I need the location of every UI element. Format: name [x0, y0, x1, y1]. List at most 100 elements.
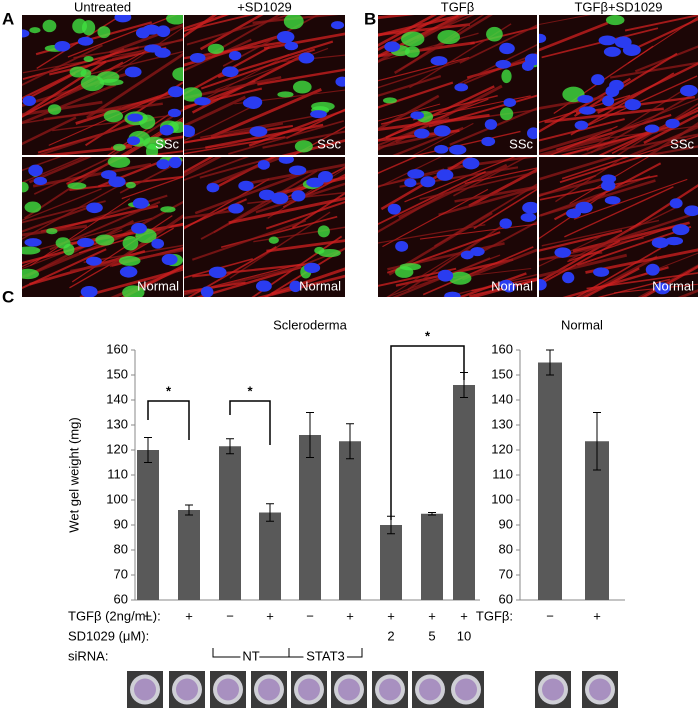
nucleus — [22, 29, 30, 38]
nucleus — [144, 44, 162, 53]
fiber — [378, 267, 457, 287]
nucleus — [624, 99, 641, 111]
fiber — [252, 15, 340, 24]
fiber — [184, 31, 290, 67]
y-tick-label: 80 — [114, 541, 128, 556]
bar — [538, 362, 562, 600]
fiber — [469, 278, 537, 297]
image-label: SSc — [670, 136, 694, 151]
fiber — [386, 239, 481, 297]
nucleus — [289, 280, 302, 293]
fiber — [184, 281, 246, 293]
error-bar — [428, 512, 436, 516]
green-stain — [166, 15, 183, 25]
row-cell: 5 — [428, 628, 435, 643]
nucleus — [291, 190, 306, 202]
fiber — [471, 277, 537, 292]
nucleus — [665, 236, 684, 246]
gel — [379, 678, 401, 701]
nucleus — [194, 97, 211, 106]
y-tick-label: 60 — [114, 591, 128, 606]
gel — [542, 678, 564, 701]
green-stain — [22, 268, 40, 280]
nucleus — [161, 253, 178, 266]
nucleus — [499, 42, 515, 55]
row-cell: − — [546, 608, 554, 623]
green-stain — [125, 181, 136, 189]
green-stain — [67, 182, 87, 190]
fiber — [378, 168, 445, 188]
fiber — [205, 123, 324, 149]
micrograph: SSc — [184, 15, 345, 155]
nucleus — [168, 86, 183, 98]
nucleus — [420, 176, 436, 188]
fiber — [619, 133, 698, 151]
green-stain — [69, 66, 87, 78]
y-tick-label: 160 — [491, 341, 513, 356]
fiber — [582, 267, 640, 297]
nucleus — [499, 279, 513, 289]
green-stain — [118, 255, 141, 266]
fiber — [22, 116, 77, 146]
fiber — [22, 224, 88, 237]
green-stain — [317, 225, 330, 238]
nucleus — [470, 246, 485, 257]
y-tick-label: 110 — [107, 466, 128, 481]
fiber — [539, 21, 609, 52]
green-stain — [277, 91, 294, 98]
gel — [176, 678, 198, 701]
nucleus — [520, 212, 537, 222]
significance-mark: * — [166, 383, 172, 398]
y-tick-label: 90 — [114, 516, 128, 531]
fiber — [540, 179, 656, 217]
panel-label: B — [364, 9, 376, 28]
nucleus — [168, 157, 182, 169]
group-label: STAT3 — [306, 648, 345, 663]
nucleus — [495, 59, 512, 69]
panel-label: C — [2, 287, 14, 306]
fiber — [228, 120, 344, 155]
panel-label: A — [2, 9, 14, 28]
green-stain — [172, 67, 183, 82]
nucleus — [127, 113, 143, 122]
fiber — [184, 46, 270, 96]
y-tick-label: 100 — [491, 491, 513, 506]
fiber — [378, 15, 437, 47]
fiber — [463, 52, 537, 85]
nucleus — [156, 159, 170, 170]
green-stain — [401, 31, 425, 47]
fiber — [184, 198, 248, 229]
error-bar — [185, 504, 193, 516]
nucleus — [460, 250, 474, 260]
nucleus — [228, 50, 242, 61]
nucleus — [255, 280, 272, 292]
fiber — [613, 283, 698, 294]
green-stain — [383, 97, 397, 104]
nucleus — [142, 24, 161, 35]
fiber — [32, 162, 152, 188]
y-tick-label: 60 — [499, 591, 513, 606]
image-label: SSc — [155, 136, 179, 151]
fiber — [404, 157, 516, 203]
fiber — [415, 130, 521, 155]
nucleus — [242, 98, 256, 108]
significance-bracket — [229, 400, 271, 445]
nucleus — [77, 36, 94, 46]
y-tick-label: 90 — [499, 516, 513, 531]
fiber — [539, 229, 623, 252]
nucleus — [77, 237, 95, 248]
nucleus — [159, 124, 174, 136]
nucleus — [132, 197, 149, 209]
nucleus — [288, 165, 307, 176]
error-bar — [593, 412, 601, 471]
fiber — [568, 206, 677, 261]
image-label: SSc — [509, 136, 533, 151]
fiber — [291, 192, 345, 229]
fiber — [22, 182, 125, 240]
nucleus — [200, 286, 214, 297]
micrograph: Normal — [184, 157, 345, 297]
fiber — [184, 157, 214, 174]
nucleus — [114, 15, 132, 23]
fiber — [380, 94, 498, 125]
